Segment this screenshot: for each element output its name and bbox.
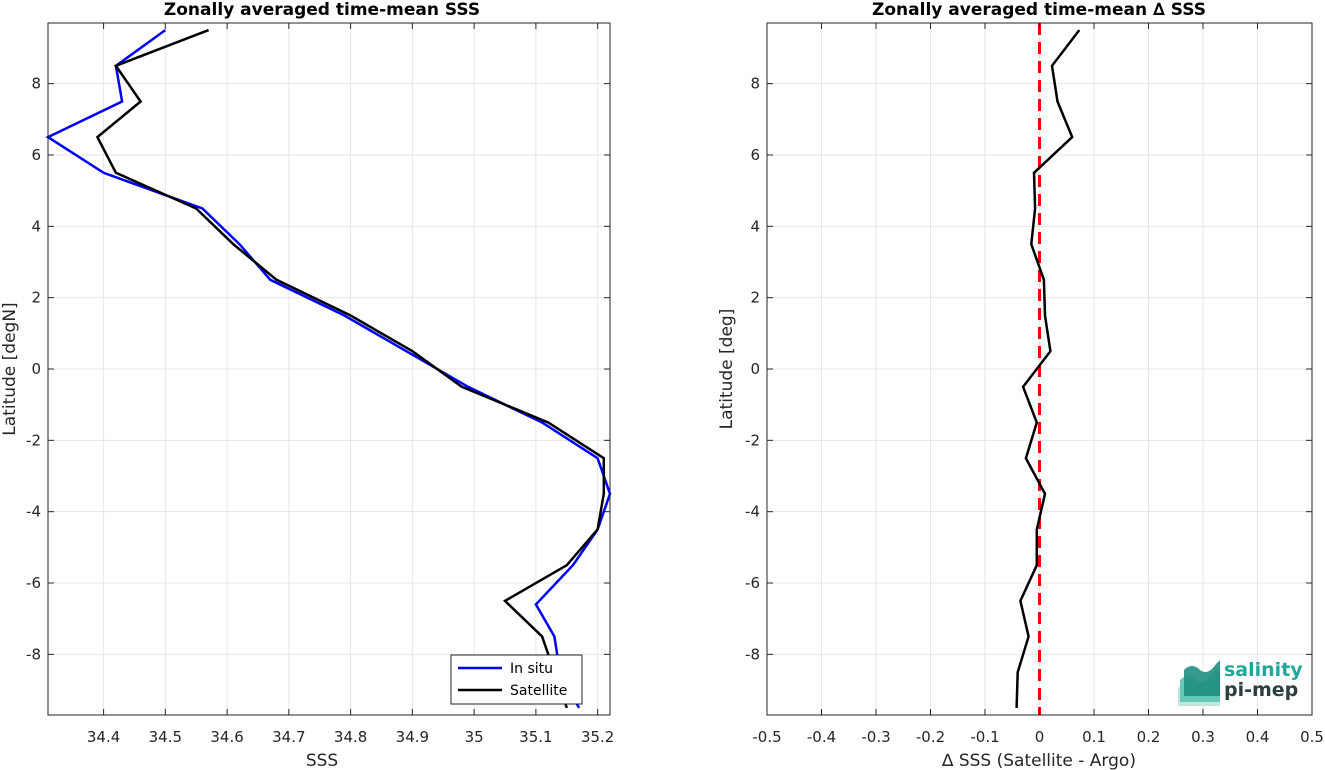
- legend-label-satellite: Satellite: [510, 683, 567, 699]
- sss-x-tick-label: 34.6: [210, 728, 243, 746]
- sss-y-tick-label: 0: [31, 360, 41, 378]
- delta-x-tick-label: -0.5: [752, 728, 781, 746]
- sss-y-tick-label: -6: [26, 574, 41, 592]
- delta-y-tick-label: 4: [750, 217, 760, 235]
- delta-chart-title: Zonally averaged time-mean ∆ SSS: [872, 0, 1206, 20]
- sss-y-tick-label: 2: [31, 289, 41, 307]
- delta-x-tick-label: 0.2: [1137, 728, 1161, 746]
- logo-text-salinity: salinity: [1224, 659, 1303, 681]
- salinity-pi-mep-logo: salinity pi-mep: [1176, 658, 1306, 708]
- sss-x-tick-label: 34.8: [334, 728, 367, 746]
- sss-series: [45, 28, 612, 709]
- sss-x-tick-label: 35.1: [519, 728, 552, 746]
- sss-y-axis-label: Latitude [degN]: [0, 302, 20, 435]
- delta-ticks: -0.5 -0.4 -0.3 -0.2 -0.1 0 0.1 0.2 0.3 0.4 0.5 -8 -6…: [745, 23, 1324, 746]
- delta-y-tick-label: -8: [745, 645, 760, 663]
- sss-x-axis-label: SSS: [306, 751, 338, 770]
- sss-x-tick-label: 34.7: [272, 728, 305, 746]
- logo-text-pi-mep: pi-mep: [1224, 679, 1299, 701]
- wave-logo-icon: [1178, 660, 1220, 706]
- sss-y-tick-label: -2: [26, 431, 41, 449]
- sss-x-tick-label: 34.9: [396, 728, 429, 746]
- sss-y-tick-label: 4: [31, 217, 41, 235]
- delta-x-tick-label: -0.3: [861, 728, 890, 746]
- delta-sss-panel: -0.5 -0.4 -0.3 -0.2 -0.1 0 0.1 0.2 0.3 0.4 0.5 -8 -6…: [717, 0, 1324, 770]
- delta-x-tick-label: 0: [1035, 728, 1045, 746]
- delta-y-axis-label: Latitude [deg]: [717, 309, 737, 430]
- sss-y-tick-label: -8: [26, 645, 41, 663]
- sss-x-tick-label: 35.2: [581, 728, 614, 746]
- legend-label-in-situ: In situ: [510, 661, 553, 677]
- sss-chart-title: Zonally averaged time-mean SSS: [164, 0, 480, 20]
- legend: In situ Satellite: [450, 654, 583, 705]
- delta-y-tick-label: -4: [745, 503, 760, 521]
- sss-panel: 34.4 34.5 34.6 34.7 34.8 34.9 35 35.1 35.2 -8 -6 -4…: [0, 0, 614, 770]
- delta-x-tick-label: -0.2: [916, 728, 945, 746]
- sss-grid: [48, 23, 610, 715]
- sss-series-line-satellite: [95, 28, 606, 709]
- sss-y-tick-label: 8: [31, 75, 41, 93]
- sss-x-tick-label: 34.4: [87, 728, 120, 746]
- delta-y-tick-label: -6: [745, 574, 760, 592]
- delta-x-tick-label: 0.1: [1082, 728, 1106, 746]
- delta-x-tick-label: 0.3: [1191, 728, 1215, 746]
- delta-x-tick-label: -0.1: [970, 728, 999, 746]
- sss-ticks: 34.4 34.5 34.6 34.7 34.8 34.9 35 35.1 35.2 -8 -6 -4…: [26, 23, 614, 746]
- sss-y-tick-label: -4: [26, 503, 41, 521]
- delta-y-tick-label: 0: [750, 360, 760, 378]
- delta-y-tick-label: -2: [745, 431, 760, 449]
- sss-x-tick-label: 35: [465, 728, 484, 746]
- delta-x-tick-label: 0.4: [1246, 728, 1270, 746]
- delta-series-line-delta: [1015, 29, 1081, 708]
- legend-box: [450, 654, 583, 705]
- delta-x-axis-label: ∆ SSS (Satellite - Argo): [941, 751, 1136, 770]
- sss-x-tick-label: 34.5: [149, 728, 182, 746]
- delta-x-tick-label: -0.4: [807, 728, 836, 746]
- sss-y-tick-label: 6: [31, 146, 41, 164]
- delta-x-tick-label: 0.5: [1300, 728, 1324, 746]
- delta-y-tick-label: 6: [750, 146, 760, 164]
- delta-y-tick-label: 2: [750, 289, 760, 307]
- delta-series: [1015, 29, 1081, 708]
- delta-y-tick-label: 8: [750, 75, 760, 93]
